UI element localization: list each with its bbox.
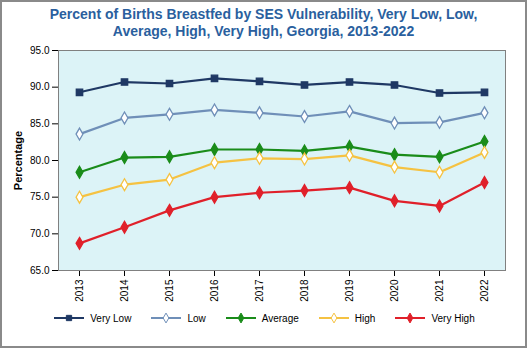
svg-text:80.0: 80.0 xyxy=(30,155,50,166)
html-text:Low: Low xyxy=(187,312,206,324)
svg-text:2015: 2015 xyxy=(164,279,175,302)
svg-text:2014: 2014 xyxy=(119,279,130,302)
html-text:Average: Average xyxy=(261,312,299,324)
svg-text:90.0: 90.0 xyxy=(30,81,50,92)
svg-text:2016: 2016 xyxy=(209,279,220,302)
svg-text:2020: 2020 xyxy=(389,279,400,302)
svg-text:2017: 2017 xyxy=(254,279,265,302)
svg-text:75.0: 75.0 xyxy=(30,191,50,202)
html-text:High: High xyxy=(354,312,376,324)
svg-text:65.0: 65.0 xyxy=(30,265,50,276)
svg-text:2021: 2021 xyxy=(434,279,445,302)
svg-text:2019: 2019 xyxy=(344,279,355,302)
svg-text:2018: 2018 xyxy=(299,279,310,302)
svg-text:Percentage: Percentage xyxy=(12,131,24,190)
svg-text:95.0: 95.0 xyxy=(30,45,50,56)
html-text:Percent of Births Breastfed by: Percent of Births Breastfed by SES Vulne… xyxy=(49,6,478,39)
html-text:Very Low: Very Low xyxy=(90,312,132,324)
svg-text:85.0: 85.0 xyxy=(30,118,50,129)
svg-text:2013: 2013 xyxy=(74,279,85,302)
svg-text:70.0: 70.0 xyxy=(30,228,50,239)
html-text:Very High: Very High xyxy=(431,312,475,324)
svg-text:2022: 2022 xyxy=(479,279,490,302)
